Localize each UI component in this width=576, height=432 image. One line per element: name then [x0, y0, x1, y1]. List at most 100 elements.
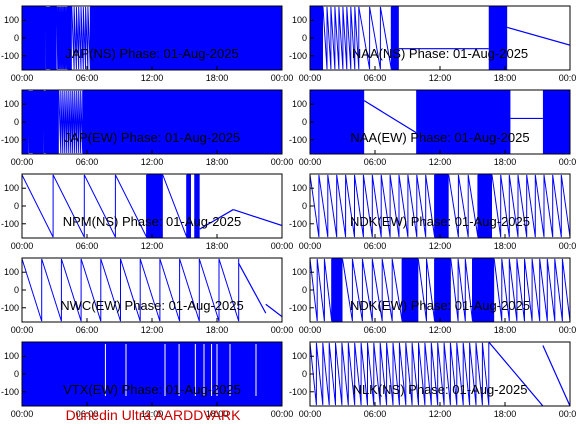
panel-ndk-ew-2: 00:00 06:00 12:00 18:00 00:00 100 0 -100 NDK(EW)…	[289, 257, 576, 335]
y-tick-label: -100	[289, 387, 307, 397]
phase-wrap-series	[493, 258, 570, 322]
panel-title: NAA(NS) Phase: 01-Aug-2025	[352, 46, 528, 61]
x-tick-label: 18:00	[494, 73, 517, 83]
panel-title: NAA(EW) Phase: 01-Aug-2025	[350, 130, 529, 145]
y-tick-label: 0	[302, 369, 307, 379]
x-tick-label: 06:00	[364, 241, 387, 251]
trace-area	[22, 174, 282, 238]
y-tick-label: 100	[4, 15, 19, 25]
x-tick-label: 06:00	[76, 409, 99, 419]
x-tick-label: 12:00	[429, 241, 452, 251]
phase-wrap-series	[28, 90, 34, 154]
x-tick-label: 12:00	[429, 157, 452, 167]
y-tick-label: 0	[302, 285, 307, 295]
trace-area	[310, 6, 570, 70]
x-tick-label: 00:00	[271, 157, 294, 167]
phase-wrap-series	[22, 174, 148, 238]
x-tick-label: 00:00	[559, 325, 576, 335]
x-tick-label: 18:00	[206, 73, 229, 83]
x-tick-label: 06:00	[76, 157, 99, 167]
phase-wrap-series	[358, 6, 392, 70]
saturated-block	[434, 174, 449, 238]
phase-trend-segment	[542, 345, 570, 406]
panel-title: NPM(NS) Phase: 01-Aug-2025	[63, 214, 241, 229]
footer-label: Dunedin Ultra AARDDVARK	[66, 407, 241, 423]
x-tick-label: 00:00	[299, 325, 322, 335]
trace-area	[22, 6, 282, 70]
phase-wrap-series	[322, 6, 360, 70]
x-tick-label: 00:00	[299, 241, 322, 251]
y-tick-label: 0	[14, 369, 19, 379]
saturated-block	[310, 90, 365, 154]
saturated-block	[67, 6, 72, 70]
panel-title: VTX(EW) Phase: 01-Aug-2025	[63, 382, 241, 397]
saturated-block	[45, 90, 59, 154]
x-tick-label: 18:00	[206, 157, 229, 167]
phase-wrap-series	[22, 258, 240, 322]
phase-trend-segment	[238, 263, 267, 314]
y-tick-label: 0	[302, 117, 307, 127]
x-tick-label: 00:00	[11, 325, 34, 335]
panel-nlk-ns: 00:00 06:00 12:00 18:00 00:00 100 0 -100 NLK(NS)…	[289, 341, 576, 419]
trace-area	[22, 90, 282, 154]
x-tick-label: 00:00	[11, 73, 34, 83]
x-tick-label: 00:00	[559, 73, 576, 83]
saturated-block	[194, 174, 200, 238]
y-tick-label: -100	[289, 219, 307, 229]
x-tick-label: 00:00	[271, 73, 294, 83]
saturated-block	[477, 174, 492, 238]
phase-trend-segment	[363, 100, 417, 134]
x-tick-label: 00:00	[299, 409, 322, 419]
x-tick-label: 12:00	[429, 73, 452, 83]
panel-ndk-ew-1: 00:00 06:00 12:00 18:00 00:00 100 0 -100 NDK(EW)…	[289, 173, 576, 251]
panel-title: NLK(NS) Phase: 01-Aug-2025	[353, 382, 528, 397]
x-tick-label: 00:00	[11, 409, 34, 419]
y-tick-label: 100	[292, 15, 307, 25]
saturated-block	[22, 342, 282, 406]
panel-npm-ns: 00:00 06:00 12:00 18:00 00:00 100 0 -100 NPM(NS)…	[1, 173, 293, 251]
y-tick-label: 100	[292, 351, 307, 361]
y-tick-label: -100	[1, 51, 19, 61]
phase-wrap-series	[71, 6, 91, 70]
y-tick-label: 100	[4, 99, 19, 109]
phase-wrap-series	[310, 342, 490, 406]
saturated-block	[90, 6, 282, 70]
phase-wrap-series	[56, 6, 68, 70]
x-tick-label: 00:00	[11, 241, 34, 251]
saturated-block	[391, 6, 399, 70]
y-tick-label: 100	[4, 351, 19, 361]
phase-wrap-series	[310, 258, 333, 322]
y-tick-label: -100	[1, 135, 19, 145]
x-tick-label: 00:00	[271, 325, 294, 335]
phase-wrap-series	[162, 174, 188, 238]
y-tick-label: 100	[292, 267, 307, 277]
phase-wrap-series	[310, 174, 436, 238]
x-tick-label: 18:00	[494, 157, 517, 167]
panel-jap-ns: 00:00 06:00 12:00 18:00 00:00 100 0 -100 JAP(NS)…	[1, 5, 294, 83]
y-tick-label: 0	[302, 201, 307, 211]
phase-wrap-series	[448, 174, 479, 238]
trace-area	[310, 258, 570, 322]
y-tick-label: 100	[4, 267, 19, 277]
x-tick-label: 12:00	[429, 409, 452, 419]
y-tick-label: 100	[292, 99, 307, 109]
trace-area	[310, 90, 570, 154]
saturated-block	[542, 90, 570, 154]
y-tick-label: 0	[14, 117, 19, 127]
x-tick-label: 18:00	[206, 325, 229, 335]
x-tick-label: 06:00	[364, 325, 387, 335]
x-tick-label: 06:00	[364, 73, 387, 83]
x-tick-label: 06:00	[76, 73, 99, 83]
x-tick-label: 00:00	[299, 73, 322, 83]
panel-title: NDK(EW) Phase: 01-Aug-2025	[350, 214, 530, 229]
saturated-block	[186, 174, 191, 238]
x-tick-label: 18:00	[206, 409, 229, 419]
saturated-block	[472, 258, 495, 322]
y-tick-label: 0	[302, 33, 307, 43]
saturated-block	[50, 6, 57, 70]
x-tick-label: 00:00	[271, 409, 294, 419]
y-tick-label: -100	[289, 51, 307, 61]
saturated-block	[402, 258, 419, 322]
x-tick-label: 06:00	[76, 241, 99, 251]
phase-wrap-series	[417, 258, 436, 322]
